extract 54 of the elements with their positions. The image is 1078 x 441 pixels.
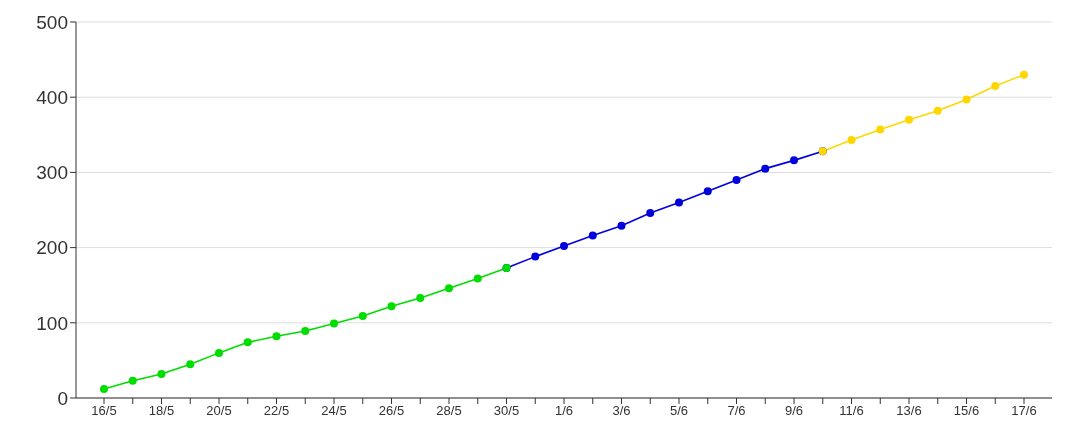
point	[157, 369, 166, 378]
x-tick-label: 18/5	[148, 403, 175, 419]
point	[991, 81, 1000, 90]
x-tick-label: 3/6	[612, 403, 631, 419]
x-tick-label: 13/6	[896, 403, 922, 419]
point	[416, 293, 425, 302]
x-tick-label: 1/6	[554, 403, 574, 419]
point	[761, 164, 770, 173]
point	[215, 348, 223, 357]
point	[933, 106, 942, 115]
x-tick-label: 17/6	[1011, 403, 1037, 419]
x-tick-label: 30/5	[493, 403, 520, 419]
point	[905, 115, 913, 124]
point	[243, 338, 252, 347]
point	[617, 221, 626, 230]
point	[1020, 70, 1028, 79]
point	[790, 156, 798, 165]
point	[962, 95, 971, 104]
point	[387, 302, 396, 311]
x-tick-label: 28/5	[436, 403, 462, 419]
point	[588, 231, 597, 240]
point	[272, 332, 281, 341]
x-tick-label: 7/6	[727, 403, 746, 419]
y-tick-label: 400	[36, 86, 68, 108]
x-tick-label: 22/5	[263, 403, 290, 419]
point	[646, 209, 655, 218]
point	[186, 360, 195, 369]
point	[301, 327, 310, 336]
x-tick-label: 5/6	[669, 403, 689, 419]
y-tick-label: 500	[36, 11, 68, 33]
x-tick-label: 26/5	[378, 403, 405, 419]
point	[675, 198, 683, 207]
y-tick-label: 0	[57, 387, 68, 409]
x-tick-label: 11/6	[839, 403, 864, 419]
point	[473, 274, 482, 283]
point	[876, 125, 885, 134]
x-tick-label: 24/5	[321, 403, 347, 419]
y-tick-label: 100	[36, 312, 68, 334]
x-tick-label: 9/6	[784, 403, 804, 419]
point	[128, 376, 137, 385]
point	[330, 319, 338, 328]
y-tick-label: 300	[36, 162, 68, 184]
point	[703, 187, 712, 196]
x-tick-label: 16/5	[91, 403, 117, 419]
point	[560, 242, 568, 251]
point	[531, 252, 540, 261]
x-tick-label: 20/5	[206, 403, 232, 419]
point	[445, 284, 453, 293]
point	[100, 384, 108, 393]
y-tick-label: 200	[36, 237, 68, 259]
point	[358, 312, 367, 321]
point	[732, 175, 741, 184]
point	[847, 136, 856, 145]
x-tick-label: 15/6	[953, 403, 980, 419]
